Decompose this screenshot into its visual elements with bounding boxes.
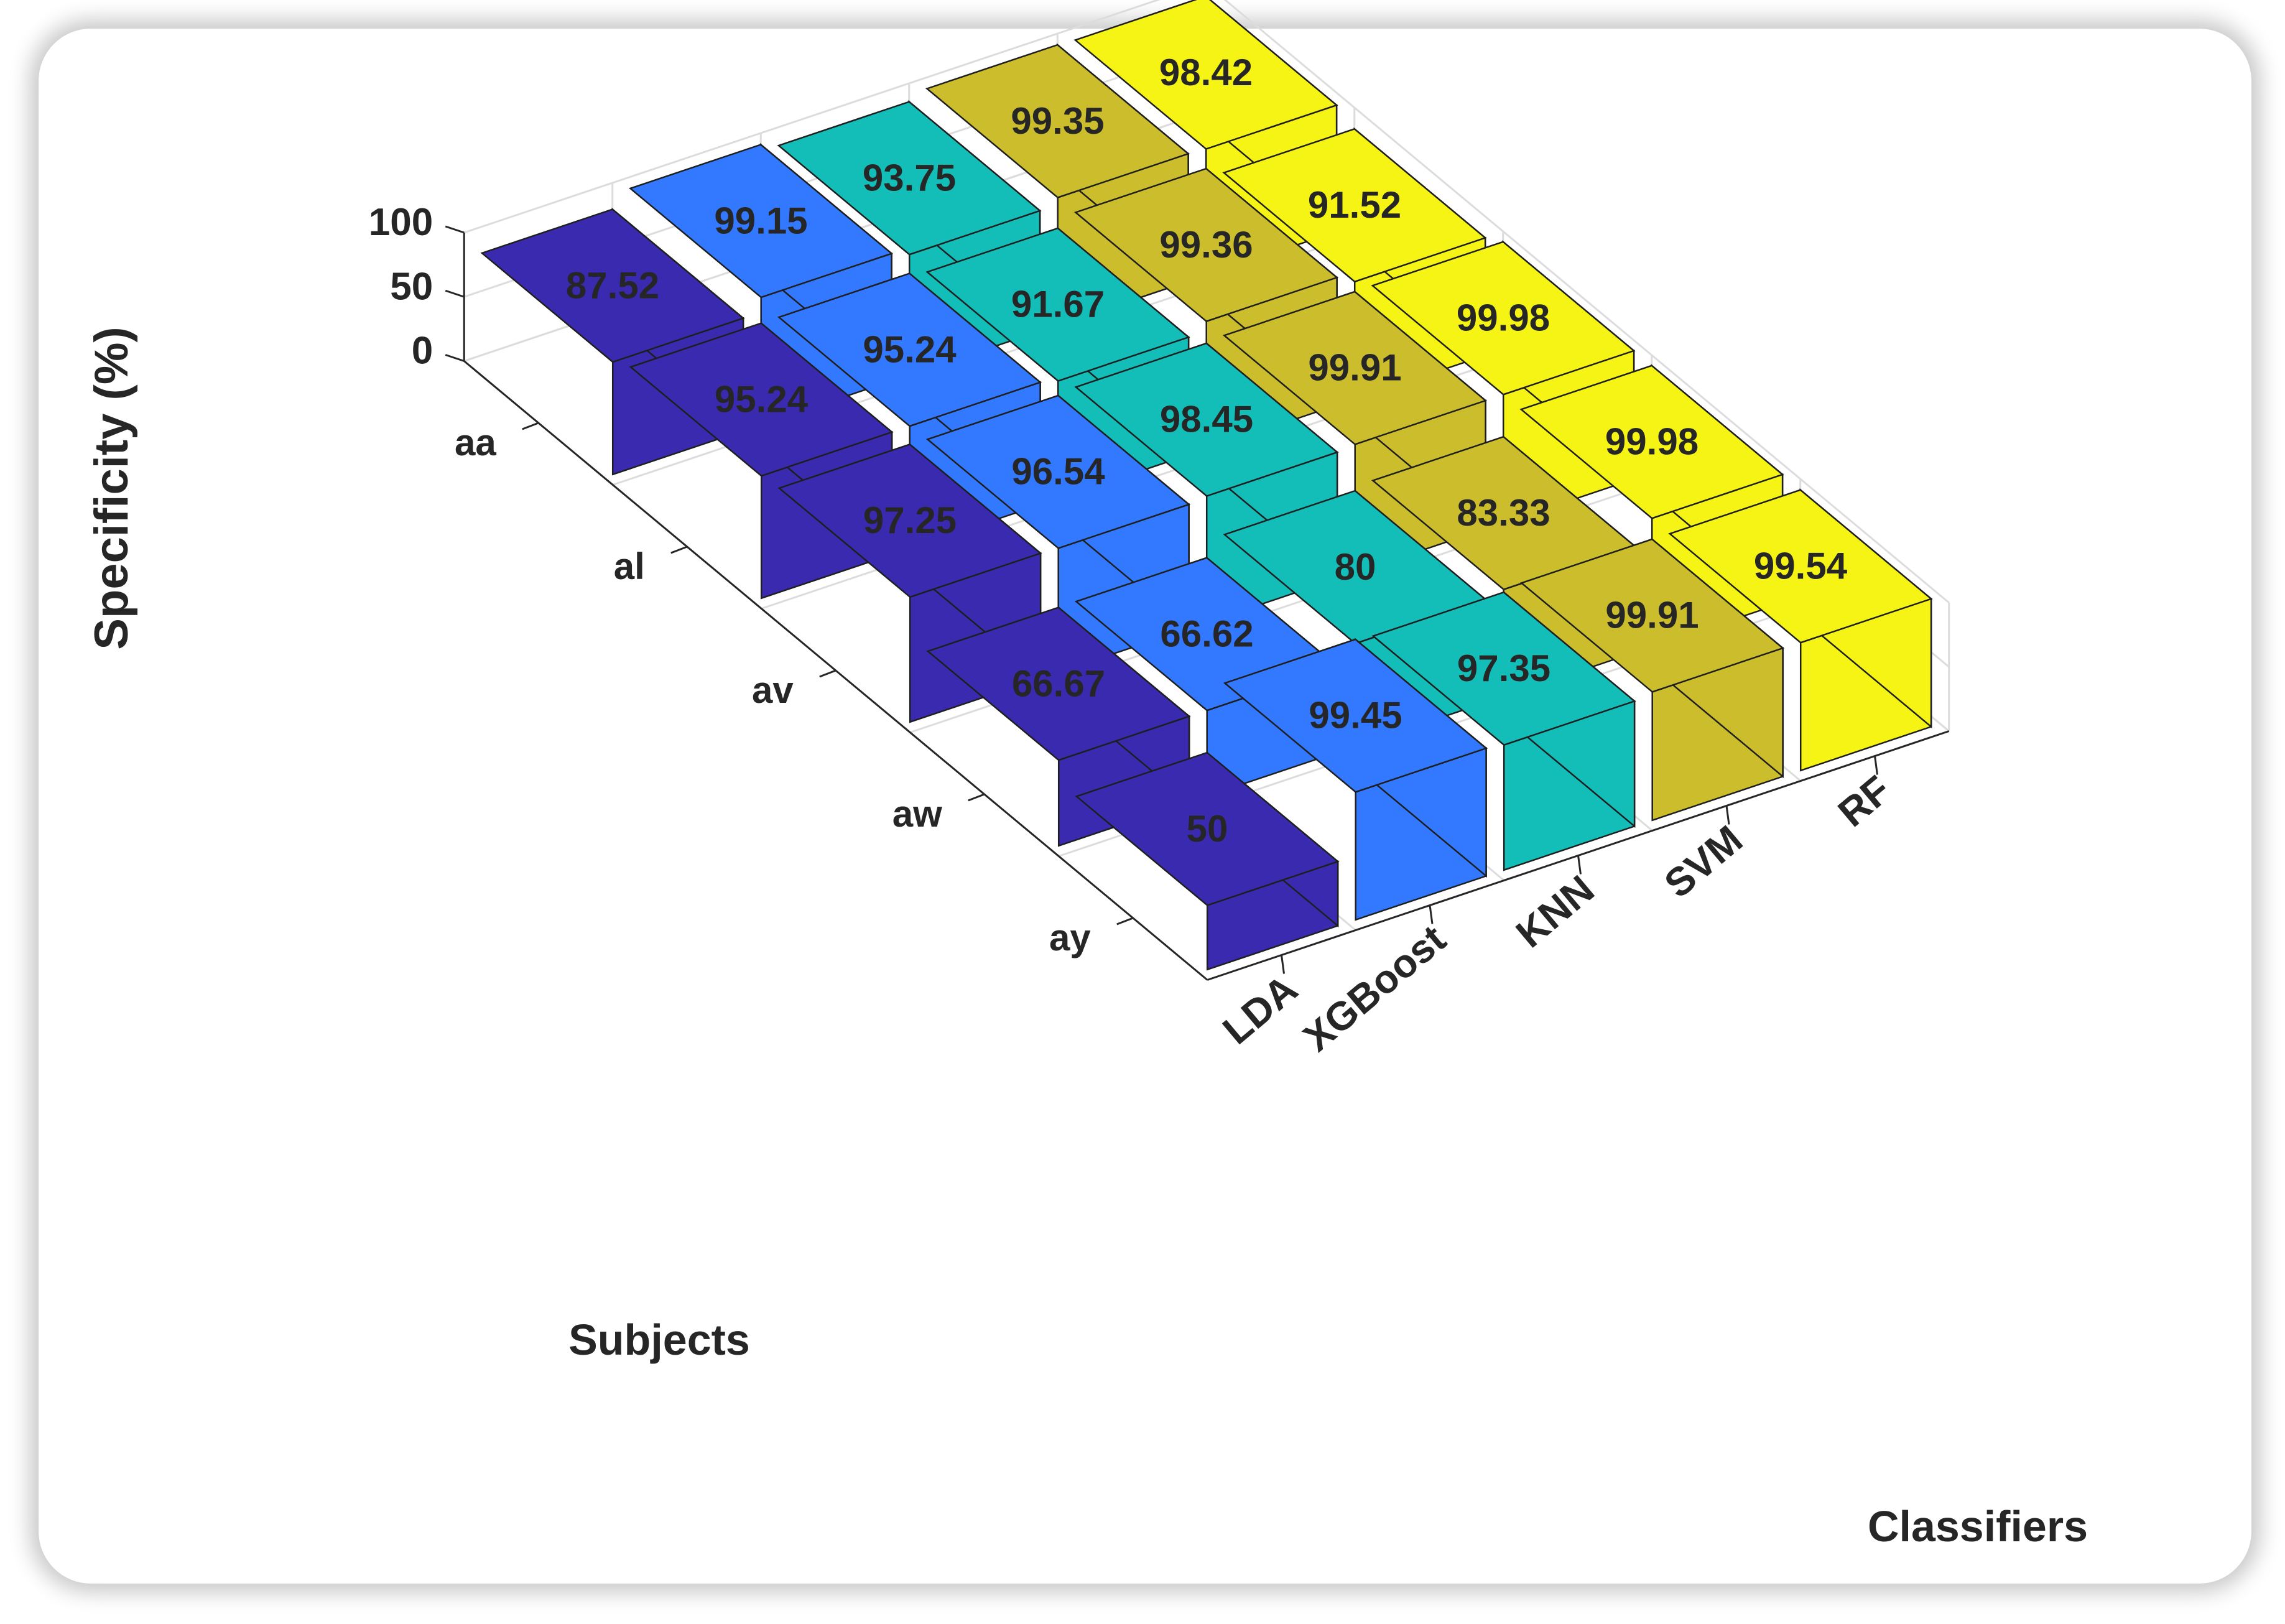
bar-top-face: [480, 208, 745, 363]
bar-top-face: [628, 144, 894, 299]
bars: 98.42 99.35 93.75 99.15 87.52 91.52 99.36 91.67…: [480, 0, 1933, 971]
bar-value-label: 99.98: [1605, 421, 1699, 463]
subjects-axis-title: Subjects: [568, 1315, 750, 1364]
bar-top-face: [1371, 591, 1636, 746]
subject-label-aw: aw: [892, 793, 942, 835]
bar-value-label: 80: [1335, 546, 1376, 588]
bar-top-face: [1223, 638, 1488, 793]
classifiers-axis-title: Classifiers: [1868, 1502, 2088, 1551]
subject-tick: [1116, 917, 1134, 926]
bar-top-face: [777, 443, 1042, 598]
bar-top-face: [1074, 342, 1339, 497]
bar-value-label: 99.91: [1308, 347, 1401, 389]
bar-value-label: 99.15: [714, 200, 807, 241]
bar-top-face: [1519, 364, 1784, 519]
subject-label-aa: aa: [455, 422, 496, 463]
grid-line: [1223, 0, 1950, 604]
bar-XGBoost-ay: 99.45: [1223, 638, 1488, 921]
bar-value-label: 83.33: [1457, 492, 1550, 534]
subject-tick: [522, 422, 539, 430]
bar-top-face: [925, 227, 1190, 382]
y-axis-title: Specificity (%): [85, 327, 138, 649]
z-tick-label: 100: [369, 201, 433, 244]
bar-value-label: 98.45: [1160, 399, 1253, 440]
z-tick: [445, 225, 465, 234]
bar-top-face: [925, 44, 1190, 199]
z-tick: [445, 289, 465, 298]
bar-value-label: 99.98: [1457, 297, 1550, 339]
classifier-tick: [1281, 955, 1285, 974]
bar-top-face: [777, 101, 1042, 256]
bar-LDA-ay: 50: [1075, 751, 1340, 971]
z-tick-label: 0: [412, 330, 433, 373]
bar-value-label: 50: [1187, 808, 1228, 850]
z-tick-label: 50: [390, 265, 433, 308]
bar-value-label: 95.24: [863, 328, 957, 370]
bar-value-label: 99.91: [1605, 595, 1699, 636]
bar-top-face: [926, 606, 1191, 761]
axes: [445, 225, 1950, 981]
classifier-tick: [1577, 855, 1582, 875]
bar-value-label: 96.54: [1011, 451, 1105, 493]
classifier-label-SVM: SVM: [1656, 817, 1751, 906]
bar-top-face: [629, 322, 894, 477]
classifier-label-LDA: LDA: [1214, 966, 1305, 1053]
bar-top-face: [1222, 290, 1488, 445]
bar-value-label: 91.67: [1011, 284, 1105, 325]
subject-tick: [968, 793, 985, 802]
bar-value-label: 98.42: [1159, 52, 1253, 93]
bar-value-label: 91.52: [1308, 184, 1401, 226]
bar-top-face: [1075, 751, 1340, 906]
z-tick: [445, 354, 465, 362]
classifier-label-XGBoost: XGBoost: [1295, 916, 1454, 1060]
bar-RF-ay: 99.54: [1668, 488, 1933, 772]
bar-SVM-ay: 99.91: [1519, 537, 1785, 822]
bar-top-face: [1073, 167, 1339, 323]
bar-value-label: 99.45: [1309, 695, 1402, 736]
subject-label-ay: ay: [1049, 917, 1091, 958]
classifier-tick: [1429, 905, 1434, 924]
bar-value-label: 99.36: [1159, 224, 1253, 266]
subject-label-al: al: [614, 545, 645, 587]
bar-value-label: 97.35: [1457, 647, 1550, 689]
classifier-label-KNN: KNN: [1508, 866, 1602, 956]
subject-tick: [819, 669, 837, 678]
classifier-label-RF: RF: [1830, 767, 1899, 835]
bar-value-label: 95.24: [715, 378, 809, 420]
bar-top-face: [925, 394, 1191, 549]
bar-value-label: 87.52: [566, 264, 659, 306]
bar-value-label: 99.35: [1011, 100, 1104, 142]
bar-top-face: [1668, 489, 1933, 644]
bar-top-face: [1222, 128, 1487, 283]
bar-top-face: [1073, 0, 1338, 150]
bar-value-label: 66.62: [1160, 613, 1253, 654]
bar-value-label: 93.75: [863, 157, 956, 198]
classifier-tick: [1725, 805, 1730, 825]
bar-top-face: [1519, 538, 1785, 693]
subject-tick: [670, 545, 688, 554]
grid-line: [463, 0, 1161, 234]
bar-top-face: [1371, 241, 1636, 396]
bar-value-label: 99.54: [1754, 545, 1848, 587]
subject-label-av: av: [752, 669, 794, 711]
bar-value-label: 66.67: [1012, 662, 1105, 704]
bar-KNN-ay: 97.35: [1371, 590, 1636, 871]
bar-value-label: 97.25: [863, 499, 957, 541]
bar-top-face: [777, 272, 1042, 427]
classifier-tick: [1874, 756, 1878, 775]
